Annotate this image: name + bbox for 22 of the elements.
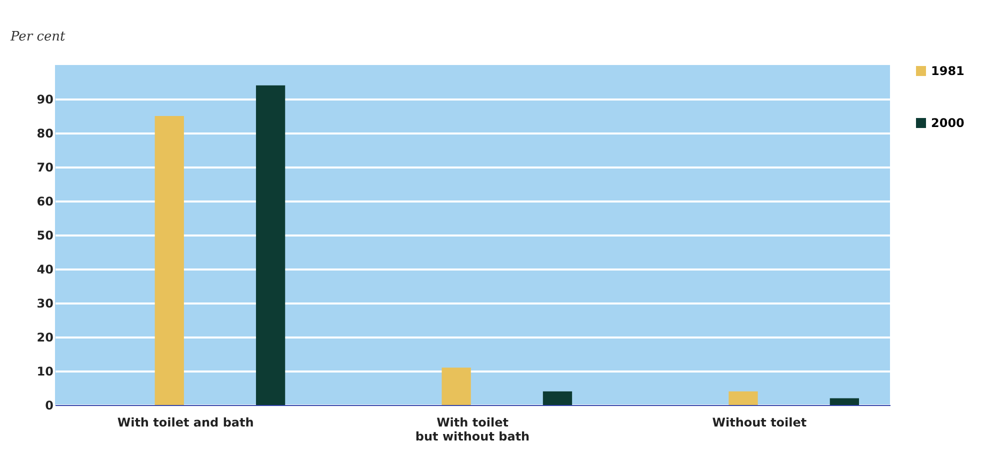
y-tick-label: 30 [36,296,54,310]
x-tick-label: Without toilet [712,416,807,430]
y-axis-title: Per cent [10,30,66,44]
y-tick-label: 50 [36,228,54,242]
y-tick-label: 10 [36,364,54,378]
y-tick-label: 40 [36,262,54,276]
y-tick-label: 80 [36,126,54,140]
bar [154,116,184,405]
x-tick-label: With toilet but without bath [415,416,530,444]
y-tick-label: 20 [36,330,54,344]
y-tick-label: 90 [36,92,54,106]
bar [542,391,572,405]
bar [830,398,860,405]
y-tick-label: 0 [45,398,54,412]
y-tick-label: 70 [36,160,54,174]
legend-label: 1981 [931,64,964,78]
x-tick-label: With toilet and bath [117,416,254,430]
legend-label: 2000 [931,116,964,130]
bar [442,368,471,405]
y-tick-label: 60 [36,194,54,208]
bar [256,85,286,405]
bar [728,391,758,405]
